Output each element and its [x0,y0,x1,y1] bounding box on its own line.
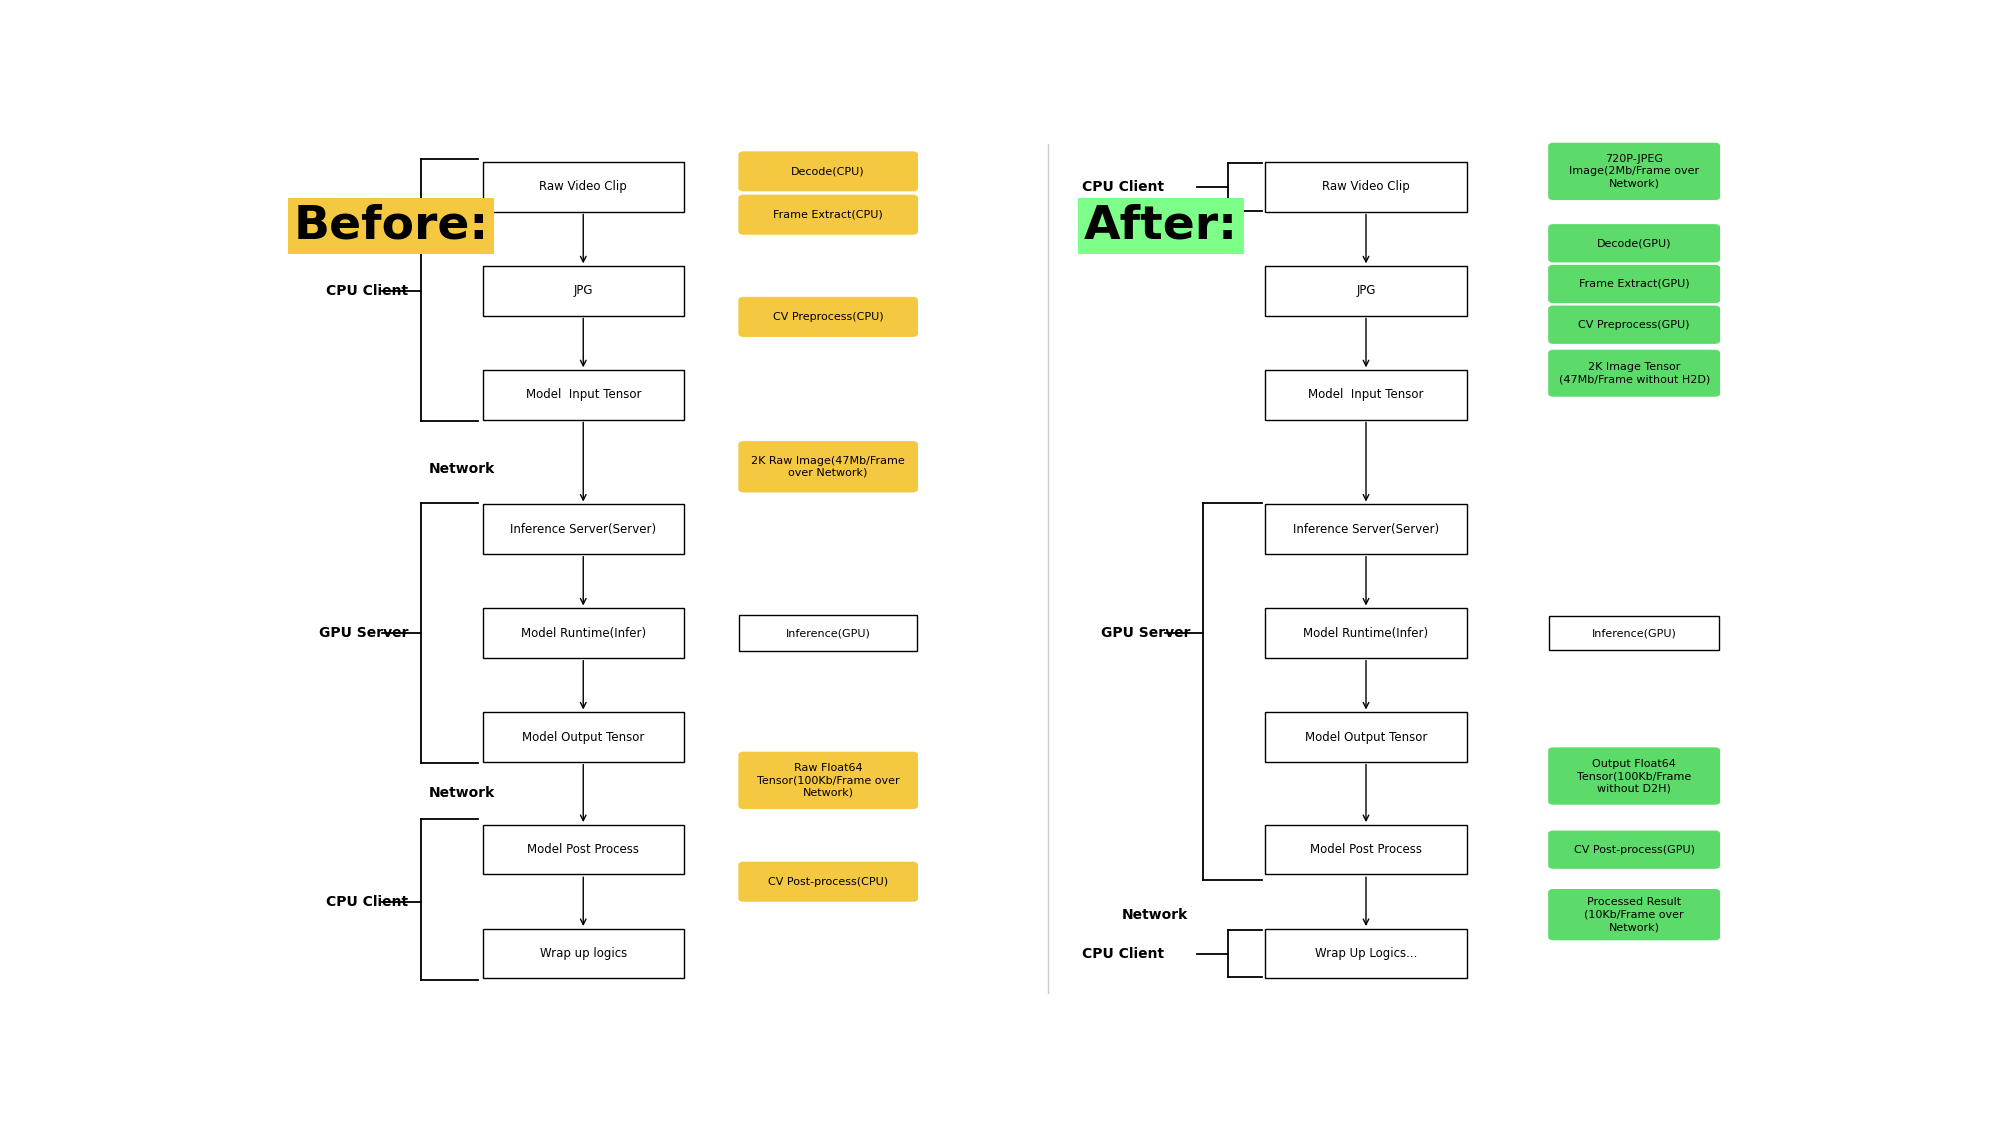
Text: Model  Input Tensor: Model Input Tensor [1308,388,1424,402]
Text: Raw Video Clip: Raw Video Clip [1322,180,1410,193]
FancyBboxPatch shape [1548,306,1720,343]
FancyBboxPatch shape [740,298,918,336]
Text: JPG: JPG [574,285,592,297]
Text: Frame Extract(CPU): Frame Extract(CPU) [774,209,884,219]
Bar [1266,162,1466,212]
Text: Network: Network [428,461,494,476]
Text: Raw Float64
Tensor(100Kb/Frame over
Network): Raw Float64 Tensor(100Kb/Frame over Netw… [756,763,900,798]
Text: CPU Client: CPU Client [326,284,408,298]
Bar [482,162,684,212]
Text: Raw Video Clip: Raw Video Clip [540,180,628,193]
Text: Model Post Process: Model Post Process [1310,843,1422,856]
FancyBboxPatch shape [1548,831,1720,868]
Bar [482,712,684,762]
Text: 2K Raw Image(47Mb/Frame
over Network): 2K Raw Image(47Mb/Frame over Network) [752,456,906,478]
Bar [482,504,684,554]
Text: 2K Image Tensor
(47Mb/Frame without H2D): 2K Image Tensor (47Mb/Frame without H2D) [1558,362,1710,385]
Text: CPU Client: CPU Client [326,894,408,909]
Bar [1266,712,1466,762]
Bar [740,615,918,651]
Text: Model Output Tensor: Model Output Tensor [522,730,644,744]
FancyBboxPatch shape [740,863,918,901]
FancyBboxPatch shape [1548,225,1720,262]
Text: Before:: Before: [294,204,488,249]
Text: Wrap up logics: Wrap up logics [540,947,626,960]
Text: Inference Server(Server): Inference Server(Server) [1292,523,1440,536]
Text: Decode(GPU): Decode(GPU) [1596,238,1672,249]
Text: CV Preprocess(CPU): CV Preprocess(CPU) [772,312,884,322]
Text: CV Preprocess(GPU): CV Preprocess(GPU) [1578,319,1690,330]
FancyBboxPatch shape [1548,143,1720,199]
FancyBboxPatch shape [1548,748,1720,804]
Bar [482,929,684,979]
FancyBboxPatch shape [1548,890,1720,939]
Bar [482,825,684,874]
Bar [1548,615,1720,650]
FancyBboxPatch shape [740,753,918,809]
FancyBboxPatch shape [740,152,918,191]
Bar [1266,825,1466,874]
Text: Model Runtime(Infer): Model Runtime(Infer) [520,627,646,640]
Bar [482,370,684,420]
Text: Inference(GPU): Inference(GPU) [1592,628,1676,638]
Bar [1266,267,1466,316]
Bar [482,609,684,658]
FancyBboxPatch shape [1548,350,1720,396]
Text: CV Post-process(GPU): CV Post-process(GPU) [1574,845,1694,855]
Text: After:: After: [1084,204,1238,249]
Text: Wrap Up Logics...: Wrap Up Logics... [1314,947,1418,960]
Text: Processed Result
(10Kb/Frame over
Network): Processed Result (10Kb/Frame over Networ… [1584,898,1684,931]
Text: Network: Network [1122,241,1188,254]
Text: Decode(CPU): Decode(CPU) [792,166,864,177]
FancyBboxPatch shape [740,196,918,234]
Bar [1266,929,1466,979]
Text: GPU Server: GPU Server [1102,627,1190,640]
Text: CPU Client: CPU Client [1082,946,1164,961]
Bar [482,267,684,316]
FancyBboxPatch shape [1548,266,1720,303]
Text: GPU Server: GPU Server [318,627,408,640]
FancyBboxPatch shape [740,442,918,492]
Text: Model Output Tensor: Model Output Tensor [1304,730,1428,744]
Text: 720P-JPEG
Image(2Mb/Frame over
Network): 720P-JPEG Image(2Mb/Frame over Network) [1570,154,1700,189]
Text: Model  Input Tensor: Model Input Tensor [526,388,640,402]
Text: Model Post Process: Model Post Process [528,843,640,856]
Text: Network: Network [1122,908,1188,921]
Text: Model Runtime(Infer): Model Runtime(Infer) [1304,627,1428,640]
Bar [1266,370,1466,420]
Text: CV Post-process(CPU): CV Post-process(CPU) [768,876,888,886]
Bar [1266,609,1466,658]
Bar [1266,504,1466,554]
Text: Network: Network [428,786,494,800]
Text: JPG: JPG [1356,285,1376,297]
Text: CPU Client: CPU Client [1082,180,1164,193]
Text: Inference Server(Server): Inference Server(Server) [510,523,656,536]
Text: Inference(GPU): Inference(GPU) [786,628,870,638]
Text: Output Float64
Tensor(100Kb/Frame
without D2H): Output Float64 Tensor(100Kb/Frame withou… [1578,758,1692,793]
Text: Frame Extract(GPU): Frame Extract(GPU) [1578,279,1690,289]
